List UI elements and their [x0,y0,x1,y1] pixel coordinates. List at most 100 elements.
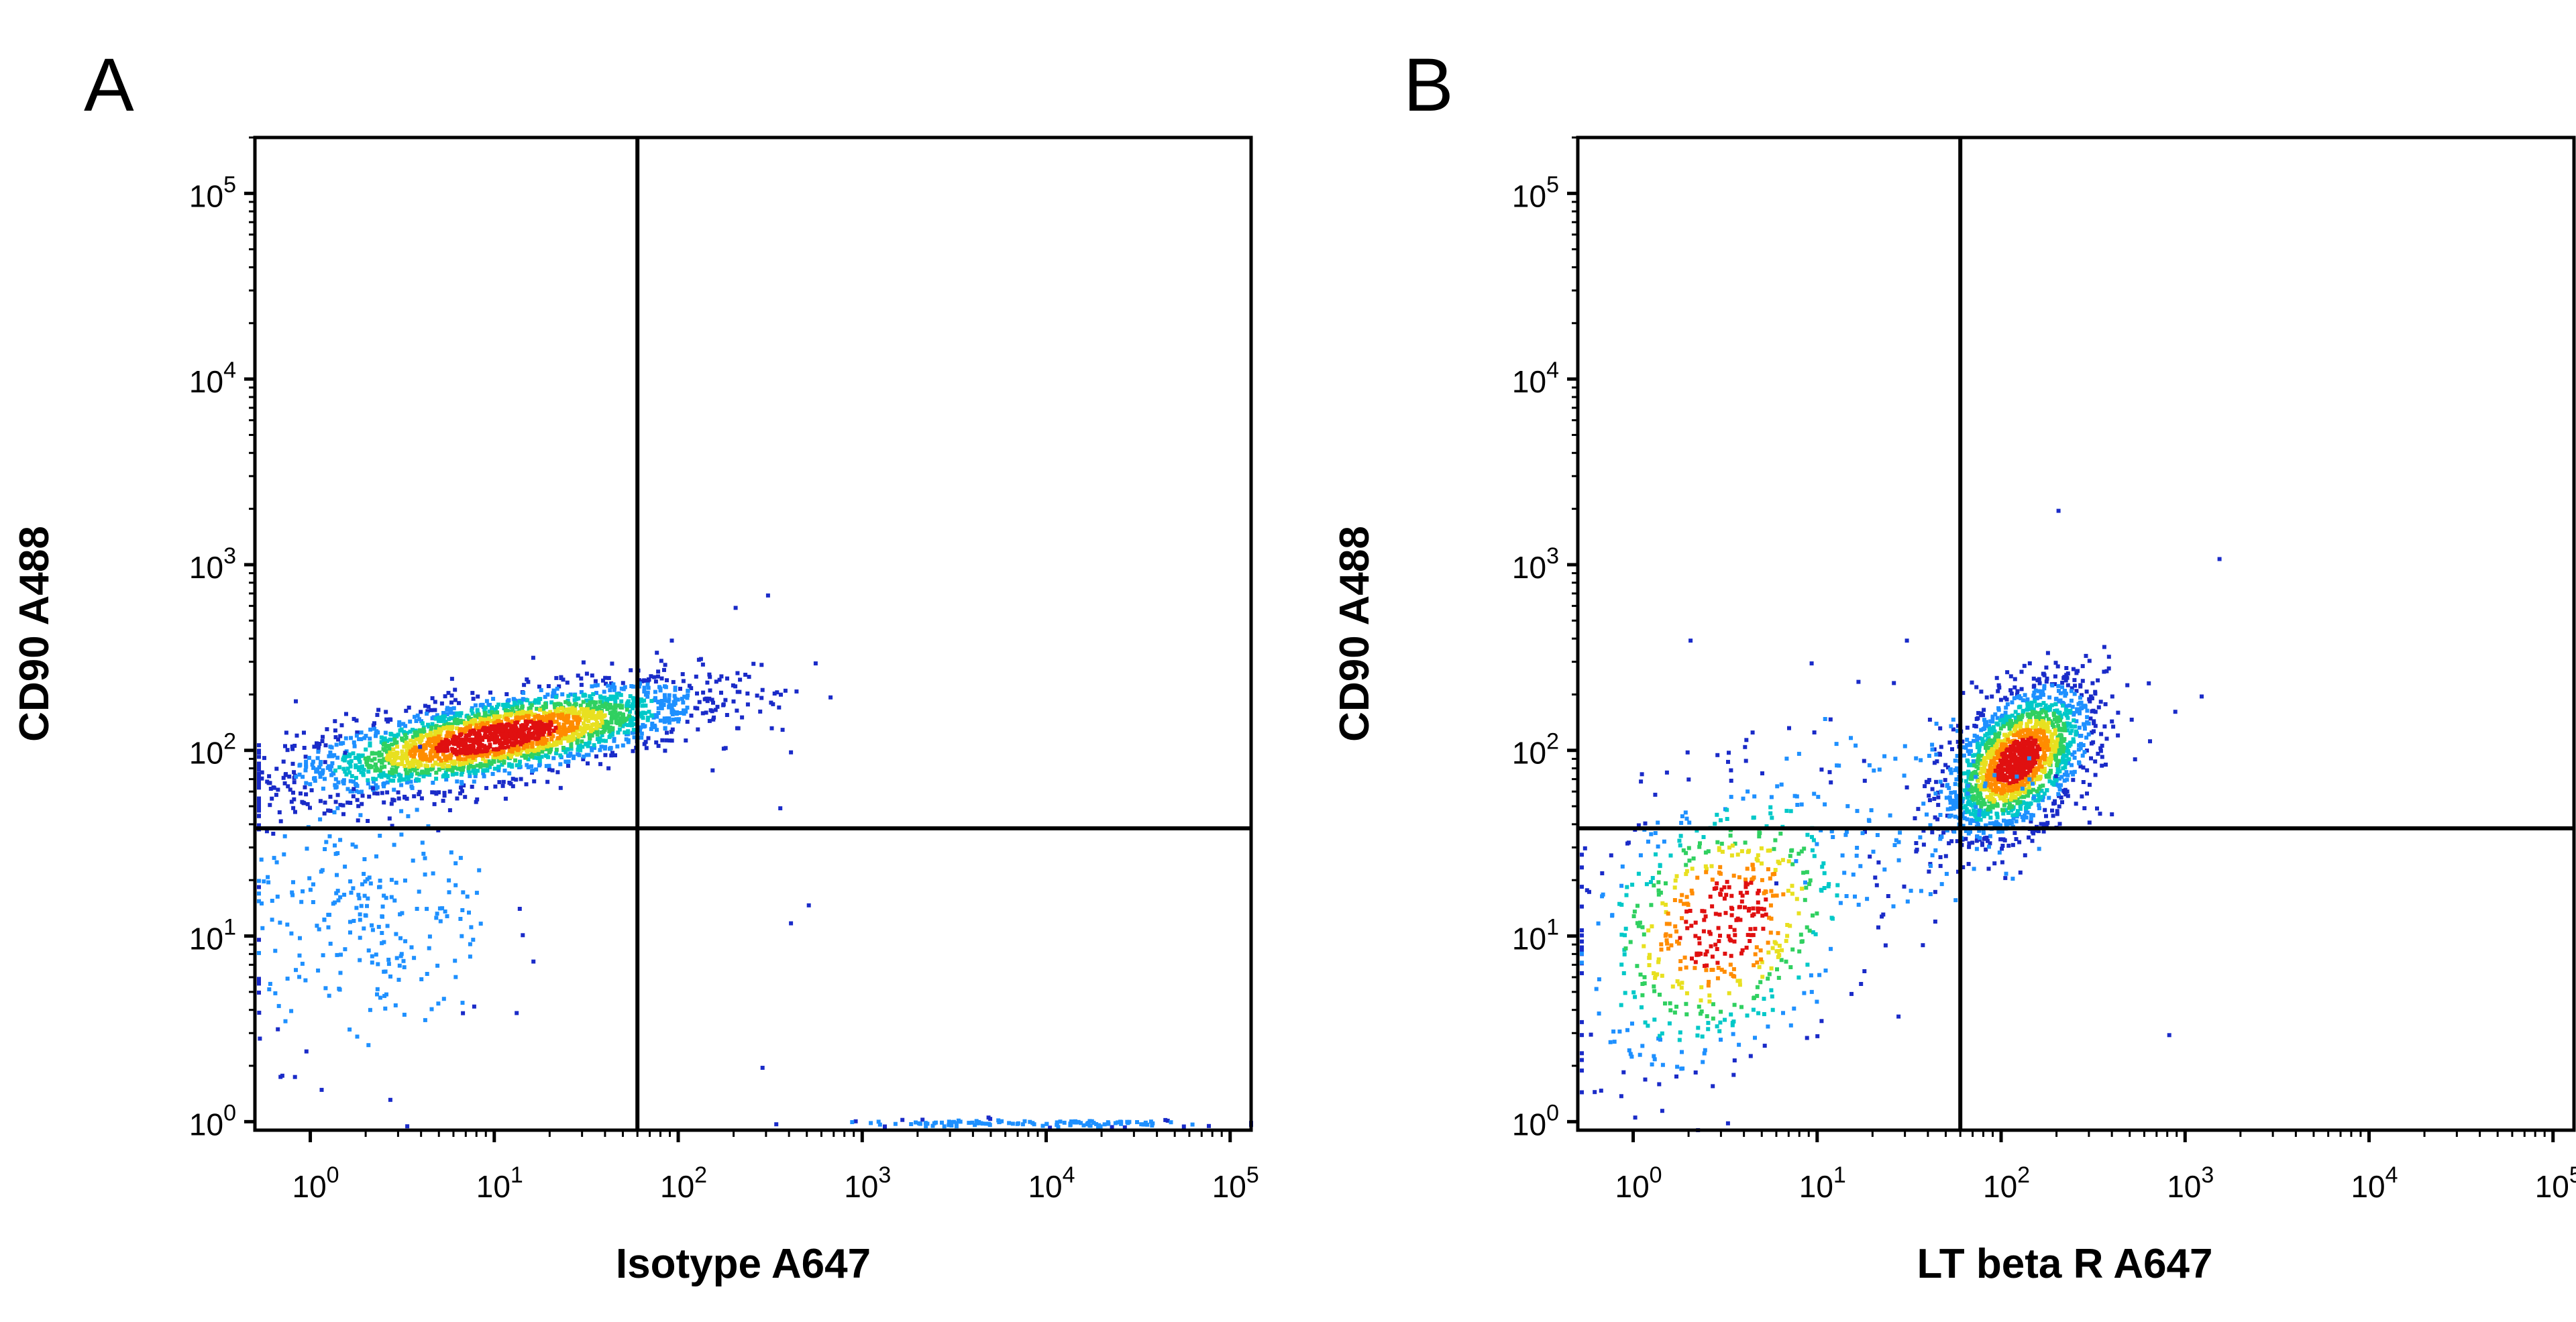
event-dot [743,673,748,677]
event-dot [329,764,334,769]
event-dot [2072,755,2077,760]
event-dot [582,714,586,718]
event-dot [458,729,462,734]
event-dot [430,722,435,727]
event-dot [418,740,422,745]
event-dot [2061,753,2065,757]
event-dot [1940,769,1945,773]
event-dot [2028,728,2033,733]
event-dot [405,774,409,779]
event-dot [454,752,459,757]
event-dot [883,1124,887,1129]
panel-b: B CD90 A488 LT beta R A647 1001011021031… [1332,43,2576,1287]
event-dot [640,679,645,683]
event-dot [582,729,586,733]
event-dot [354,781,358,786]
event-dot [535,706,539,711]
event-dot [347,754,352,759]
event-dot [2005,670,2010,675]
event-dot [958,1119,963,1124]
event-dot [386,744,391,748]
event-dot [2031,773,2035,777]
event-dot [434,771,439,775]
event-dot [1955,754,1960,758]
event-dot [2043,767,2047,771]
event-dot [2041,692,2045,697]
event-dot [1990,716,1995,721]
event-dot [300,800,305,804]
event-dot [1981,775,1986,779]
event-dot [735,671,740,675]
event-dot [558,785,563,790]
event-dot [2068,722,2072,726]
event-dot [925,1121,930,1126]
event-dot [539,688,543,692]
event-dot [257,808,261,813]
event-dot [576,720,580,725]
event-dot [501,779,506,784]
event-dot [2017,812,2022,817]
event-dot [591,692,596,696]
event-dot [554,747,559,752]
event-dot [541,724,546,729]
event-dot [632,717,637,721]
event-dot [1956,869,1960,874]
event-dot [2039,738,2043,742]
event-dot [456,742,461,747]
event-dot [1150,1121,1155,1125]
event-dot [1976,779,1980,783]
event-dot [1936,790,1940,795]
event-dot [626,729,631,734]
event-dot [482,720,487,724]
event-dot [2051,713,2056,718]
event-dot [358,918,362,922]
event-dot [1725,1121,1730,1125]
event-dot [2043,706,2047,711]
event-dot [376,962,380,967]
event-dot [451,731,455,735]
event-dot [433,708,437,712]
event-dot [304,1049,309,1054]
event-dot [515,763,519,767]
event-dot [530,740,535,745]
event-dot [2043,744,2047,749]
event-dot [303,755,308,759]
event-dot [1636,823,1641,828]
event-dot [2081,743,2086,747]
event-dot [1587,889,1591,894]
event-dot [504,723,508,728]
event-dot [309,788,314,793]
event-dot [452,718,457,723]
event-dot [599,745,604,749]
event-dot [352,740,356,745]
event-dot [392,842,396,847]
event-dot [2061,757,2065,761]
event-dot [555,725,560,730]
event-dot [564,750,568,755]
event-dot [561,677,566,682]
event-dot [2010,764,2015,769]
event-dot [360,802,364,806]
event-dot [1020,1122,1025,1127]
event-dot [308,782,313,787]
event-dot [1974,685,1979,690]
event-dot [2110,719,2114,724]
event-dot [2033,699,2037,704]
event-dot [283,1019,288,1024]
event-dot [642,690,647,694]
event-dot [344,772,349,777]
event-dot [443,754,447,759]
event-dot [682,708,686,713]
event-dot [420,769,425,774]
event-dot [2078,734,2082,738]
event-dot [1990,782,1994,787]
event-dot [2057,741,2062,746]
event-dot [973,1123,977,1127]
event-dot [725,676,729,681]
event-dot [625,708,629,712]
event-dot [2085,708,2090,713]
event-dot [319,869,323,874]
event-dot [507,771,512,776]
event-dot [2032,742,2037,747]
event-dot [280,1073,284,1078]
